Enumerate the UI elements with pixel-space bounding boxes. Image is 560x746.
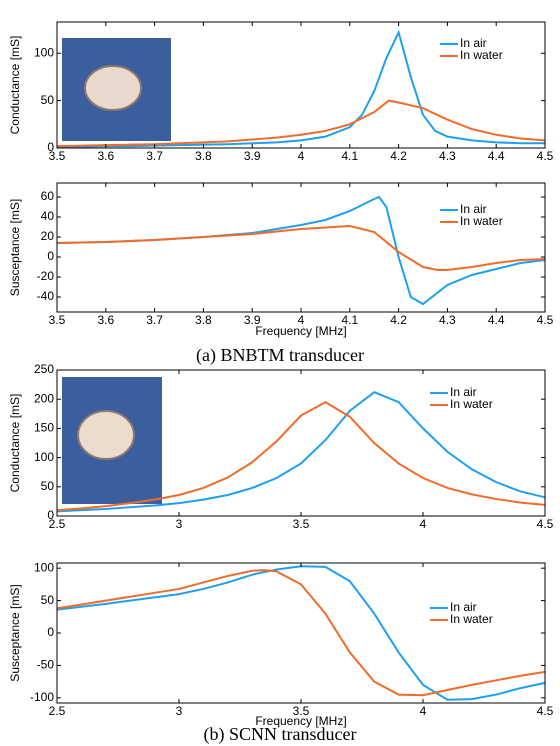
y-tick-label: 200 bbox=[34, 391, 54, 405]
y-axis-label: Susceptance [mS] bbox=[8, 584, 22, 681]
y-tick-label: 100 bbox=[34, 45, 54, 59]
legend-label: In water bbox=[450, 612, 493, 626]
data-line bbox=[56, 391, 546, 513]
data-line bbox=[56, 224, 546, 271]
data-line bbox=[56, 565, 546, 701]
y-tick-label: 50 bbox=[41, 479, 55, 493]
caption: (a) BNBTM transducer bbox=[196, 345, 364, 366]
x-axis-label: Frequency [MHz] bbox=[255, 714, 346, 728]
legend-label: In water bbox=[460, 48, 503, 62]
data-line bbox=[56, 400, 546, 512]
caption: (b) SCNN transducer bbox=[204, 724, 357, 745]
data-line bbox=[56, 99, 546, 148]
x-tick-label: 4.1 bbox=[341, 149, 358, 163]
x-tick-label: 3.8 bbox=[195, 313, 212, 327]
x-tick-label: 4.3 bbox=[439, 149, 456, 163]
x-tick-label: 4.5 bbox=[537, 313, 554, 327]
y-tick-label: -40 bbox=[37, 289, 55, 303]
x-tick-label: 2.5 bbox=[49, 517, 66, 531]
x-tick-label: 3.7 bbox=[146, 149, 163, 163]
y-tick-label: 60 bbox=[41, 189, 55, 203]
photo-inset bbox=[62, 377, 162, 504]
x-tick-label: 3 bbox=[176, 704, 183, 718]
y-tick-label: 0 bbox=[47, 249, 54, 263]
legend-label: In air bbox=[460, 202, 487, 216]
x-tick-label: 4.1 bbox=[341, 313, 358, 327]
x-tick-label: 3.7 bbox=[146, 313, 163, 327]
x-tick-label: 3.9 bbox=[244, 149, 261, 163]
x-tick-label: 3.9 bbox=[244, 313, 261, 327]
x-tick-label: 3.8 bbox=[195, 149, 212, 163]
y-axis-label: Susceptance [mS] bbox=[8, 199, 22, 296]
legend-label: In air bbox=[450, 385, 477, 399]
legend-label: In air bbox=[450, 600, 477, 614]
x-tick-label: 4.5 bbox=[537, 517, 554, 531]
data-line bbox=[56, 569, 546, 697]
x-tick-label: 3.5 bbox=[293, 704, 310, 718]
x-tick-label: 2.5 bbox=[49, 704, 66, 718]
x-tick-label: 4.3 bbox=[439, 313, 456, 327]
y-axis-label: Conductance [mS] bbox=[8, 36, 22, 135]
x-tick-label: 4 bbox=[298, 313, 305, 327]
y-tick-label: 50 bbox=[41, 593, 55, 607]
x-tick-label: 4.4 bbox=[488, 149, 505, 163]
y-tick-label: 40 bbox=[41, 209, 55, 223]
x-tick-label: 4.2 bbox=[390, 313, 407, 327]
x-tick-label: 4.2 bbox=[390, 149, 407, 163]
photo-inset bbox=[62, 38, 171, 141]
x-tick-label: 4.5 bbox=[537, 149, 554, 163]
x-tick-label: 4.5 bbox=[537, 704, 554, 718]
y-tick-label: -20 bbox=[37, 269, 55, 283]
y-tick-label: 100 bbox=[34, 450, 54, 464]
x-tick-label: 3.6 bbox=[97, 149, 114, 163]
x-tick-label: 4 bbox=[420, 517, 427, 531]
x-tick-label: 3 bbox=[176, 517, 183, 531]
x-tick-label: 4 bbox=[420, 704, 427, 718]
y-tick-label: 0 bbox=[47, 140, 54, 154]
y-tick-label: -50 bbox=[37, 658, 55, 672]
y-axis-label: Conductance [mS] bbox=[8, 394, 22, 493]
y-tick-label: 250 bbox=[34, 362, 54, 376]
y-tick-label: 100 bbox=[34, 560, 54, 574]
legend-label: In water bbox=[450, 397, 493, 411]
x-tick-label: 3.5 bbox=[49, 149, 66, 163]
x-tick-label: 3.5 bbox=[49, 313, 66, 327]
y-tick-label: 20 bbox=[41, 229, 55, 243]
legend-label: In air bbox=[460, 36, 487, 50]
x-tick-label: 4.4 bbox=[488, 313, 505, 327]
x-tick-label: 3.5 bbox=[293, 517, 310, 531]
x-tick-label: 4 bbox=[298, 149, 305, 163]
y-tick-label: 150 bbox=[34, 421, 54, 435]
legend-label: In water bbox=[460, 214, 503, 228]
y-tick-label: 0 bbox=[47, 508, 54, 522]
x-axis-label: Frequency [MHz] bbox=[255, 324, 346, 338]
x-tick-label: 3.6 bbox=[97, 313, 114, 327]
y-tick-label: -100 bbox=[30, 690, 54, 704]
y-tick-label: 0 bbox=[47, 625, 54, 639]
y-tick-label: 50 bbox=[41, 93, 55, 107]
